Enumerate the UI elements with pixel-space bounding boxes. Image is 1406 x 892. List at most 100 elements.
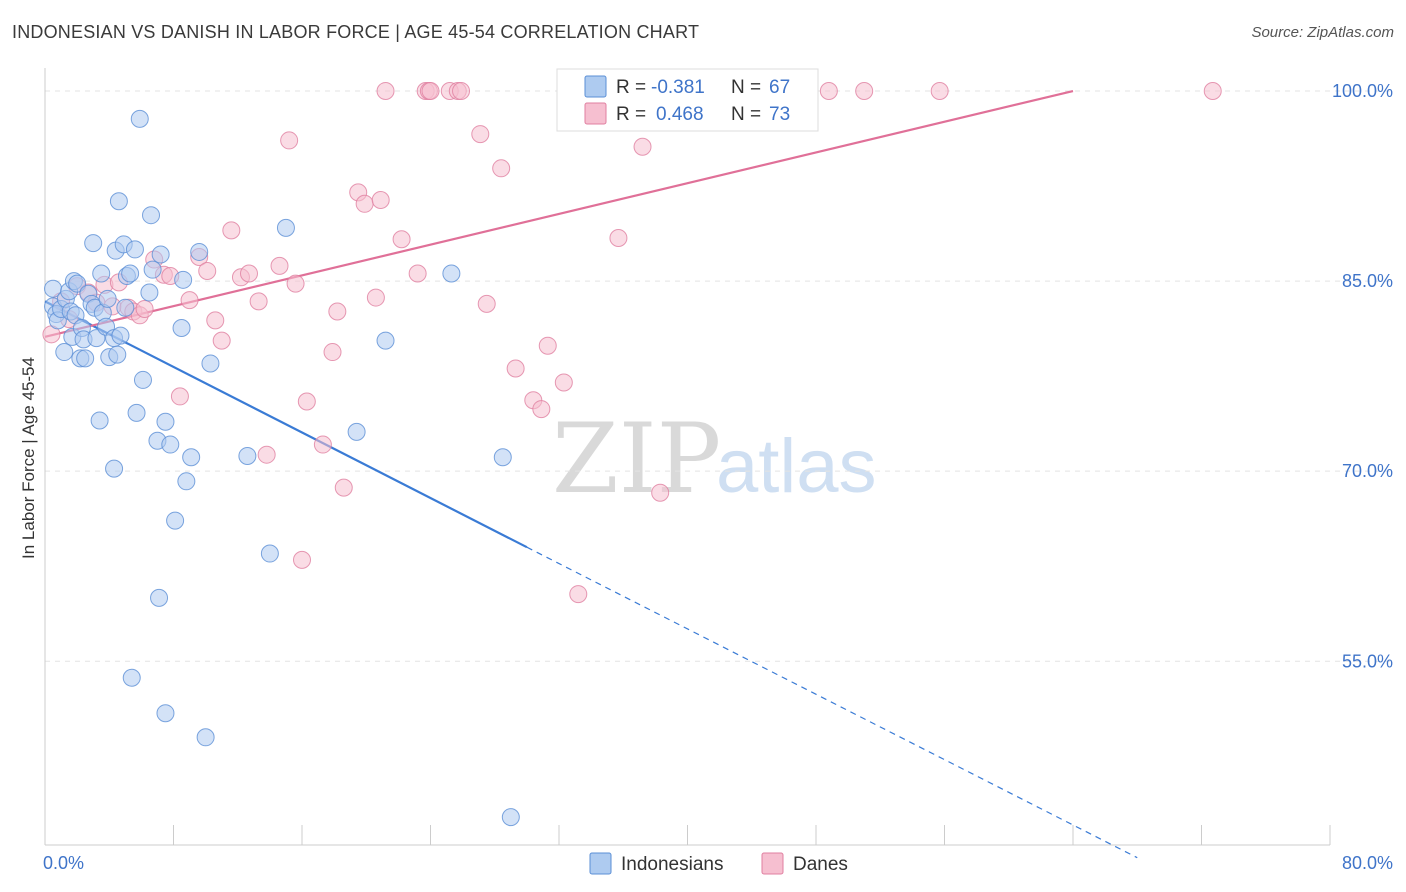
legend-r-value-2: 0.468 (656, 104, 704, 125)
x-tick-label-0: 0.0% (43, 853, 84, 873)
danes-point-61 (651, 483, 670, 502)
danes-point-24 (239, 264, 258, 283)
indonesians-point-5 (55, 343, 74, 362)
indonesians-point-41 (140, 283, 159, 302)
indonesians-point-22 (90, 411, 109, 430)
bottom-legend-indonesians: Indonesians (621, 854, 723, 875)
danes-point-48 (471, 125, 490, 144)
danes-point-34 (334, 478, 353, 497)
indonesians-point-34 (116, 298, 135, 317)
indonesians-point-55 (105, 459, 124, 478)
danes-point-22 (222, 221, 241, 240)
indonesians-point-60 (238, 446, 257, 465)
danes-point-39 (376, 82, 395, 101)
danes-point-12 (135, 299, 154, 318)
indonesians-point-56 (150, 588, 169, 607)
indonesians-trend-extension (526, 546, 1138, 859)
danes-point-26 (257, 445, 276, 464)
svg-text:-0.381: -0.381 (651, 77, 705, 98)
bottom-legend-swatch-indonesians (589, 852, 612, 875)
danes-point-25 (249, 292, 268, 311)
indonesians-point-48 (166, 511, 185, 530)
danes-point-31 (313, 435, 332, 454)
y-axis-title: In Labor Force | Age 45-54 (19, 357, 38, 559)
indonesians-point-65 (442, 264, 461, 283)
legend-n-label-2: N = (731, 104, 761, 125)
source-label: Source: ZipAtlas.com (1251, 24, 1394, 41)
indonesians-point-49 (172, 318, 191, 337)
indonesians-point-12 (68, 274, 87, 293)
danes-point-37 (366, 288, 385, 307)
y-tick-label-1: 70.0% (1342, 461, 1393, 481)
danes-point-44 (421, 82, 440, 101)
indonesians-point-67 (501, 808, 520, 827)
legend-swatch-indonesians (584, 75, 607, 98)
danes-point-19 (198, 261, 217, 280)
danes-point-28 (280, 131, 299, 150)
indonesians-point-50 (174, 270, 193, 289)
indonesians-point-43 (143, 260, 162, 279)
correlation-legend: R = -0.381 N = 67 R = 0.468 N = 73 (556, 68, 819, 132)
danes-point-16 (170, 387, 189, 406)
indonesians-point-40 (133, 370, 152, 389)
chart-title: INDONESIAN VS DANISH IN LABOR FORCE | AG… (12, 22, 700, 42)
indonesians-point-45 (151, 245, 170, 264)
indonesians-point-51 (177, 472, 196, 491)
legend-swatch-danes (584, 102, 607, 125)
indonesians-point-30 (108, 345, 127, 364)
indonesians-point-42 (142, 206, 161, 225)
watermark-atlas: atlas (716, 424, 877, 509)
danes-point-70 (930, 82, 949, 101)
indonesians-point-36 (121, 264, 140, 283)
legend-n-value-1: 67 (769, 77, 790, 98)
danes-point-36 (355, 194, 374, 213)
danes-point-71 (1203, 82, 1222, 101)
svg-text:N =: N = (731, 77, 761, 98)
indonesians-point-23 (92, 264, 111, 283)
danes-point-59 (609, 229, 628, 248)
danes-point-50 (492, 159, 511, 178)
indonesians-point-61 (260, 544, 279, 563)
danes-point-41 (408, 264, 427, 283)
danes-point-72 (293, 550, 311, 569)
indonesians-point-31 (109, 192, 128, 211)
indonesians-point-53 (190, 242, 209, 261)
svg-text:73: 73 (769, 104, 790, 125)
legend-r-value-1: -0.381 (651, 77, 705, 98)
axes (44, 68, 1331, 846)
danes-point-29 (286, 274, 305, 293)
danes-point-47 (452, 82, 471, 101)
danes-point-20 (206, 311, 225, 330)
danes-trend-line (44, 89, 1074, 338)
y-tick-label-2: 85.0% (1342, 271, 1393, 291)
legend-r-label-1: R = (616, 77, 646, 98)
danes-point-69 (855, 82, 874, 101)
danes-point-49 (477, 294, 496, 313)
tick-labels: 55.0% 70.0% 85.0% 100.0% 0.0% 80.0% (43, 81, 1393, 873)
danes-point-17 (180, 291, 199, 310)
indonesians-point-62 (276, 218, 295, 237)
indonesians-point-63 (347, 422, 366, 441)
indonesians-point-54 (201, 354, 220, 373)
series-legend: Indonesians Danes (589, 852, 848, 875)
svg-text:67: 67 (769, 77, 790, 98)
svg-text:0.468: 0.468 (656, 104, 704, 125)
danes-point-53 (532, 400, 551, 419)
indonesians-point-52 (182, 448, 201, 467)
watermark-zip: ZIP (552, 403, 721, 515)
danes-point-56 (569, 585, 588, 604)
indonesians-point-58 (196, 728, 215, 747)
danes-point-60 (633, 137, 652, 156)
x-tick-label-1: 80.0% (1342, 853, 1393, 873)
indonesians-point-32 (111, 326, 130, 345)
danes-point-32 (323, 343, 342, 362)
danes-point-21 (212, 331, 231, 350)
danes-point-68 (819, 82, 838, 101)
danes-point-40 (392, 230, 411, 249)
danes-point-54 (538, 336, 557, 355)
indonesians-point-66 (493, 448, 512, 467)
indonesians-point-26 (98, 289, 117, 308)
y-tick-label-0: 55.0% (1342, 651, 1393, 671)
legend-n-label-1: N = (731, 77, 761, 98)
